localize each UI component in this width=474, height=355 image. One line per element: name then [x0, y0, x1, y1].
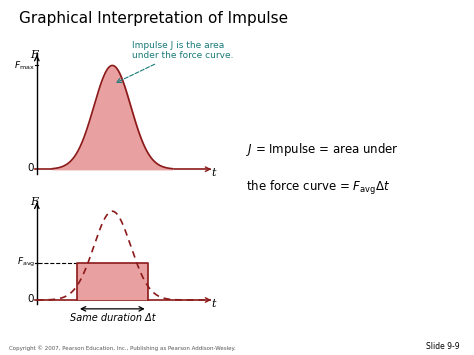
Text: F: F	[30, 50, 38, 60]
Text: the force curve = $F_{\mathrm{avg}}\Delta t$: the force curve = $F_{\mathrm{avg}}\Delt…	[246, 179, 391, 197]
Text: 0: 0	[27, 294, 34, 304]
Text: $F_{\mathrm{avg}}$: $F_{\mathrm{avg}}$	[17, 256, 35, 269]
Text: $F_{\mathrm{max}}$: $F_{\mathrm{max}}$	[14, 59, 35, 72]
Text: F: F	[30, 197, 38, 207]
Text: Impulse J is the area
under the force curve.: Impulse J is the area under the force cu…	[117, 41, 234, 82]
Text: 0: 0	[27, 163, 34, 173]
Text: t: t	[211, 168, 216, 178]
Text: Slide 9-9: Slide 9-9	[426, 342, 460, 351]
Text: Same duration Δt: Same duration Δt	[70, 313, 155, 323]
Text: $J$ = Impulse = area under: $J$ = Impulse = area under	[246, 141, 399, 158]
Text: Copyright © 2007, Pearson Education, Inc., Publishing as Pearson Addison-Wesley.: Copyright © 2007, Pearson Education, Inc…	[9, 345, 236, 351]
Bar	[77, 263, 147, 300]
Text: t: t	[211, 299, 216, 308]
Text: Graphical Interpretation of Impulse: Graphical Interpretation of Impulse	[19, 11, 288, 26]
